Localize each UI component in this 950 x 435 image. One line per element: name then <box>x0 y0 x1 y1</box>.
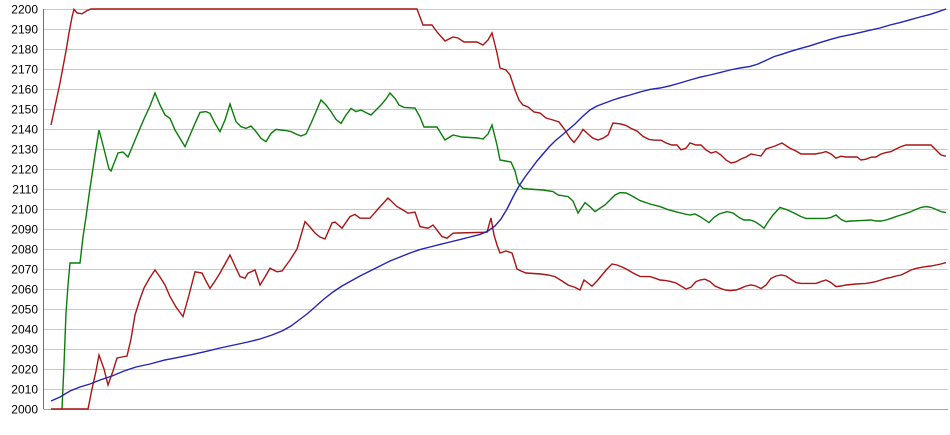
y-tick-label: 2090 <box>11 223 38 237</box>
y-tick-label: 2180 <box>11 43 38 57</box>
gridlines <box>43 9 948 410</box>
y-tick-label: 2060 <box>11 283 38 297</box>
y-tick-label: 2150 <box>11 103 38 117</box>
y-tick-label: 2010 <box>11 383 38 397</box>
y-tick-label: 2030 <box>11 343 38 357</box>
y-tick-label: 2070 <box>11 263 38 277</box>
y-tick-label: 2190 <box>11 23 38 37</box>
y-tick-label: 2040 <box>11 323 38 337</box>
series-upper-red-line <box>50 7 947 164</box>
series-lower-red-line <box>51 196 947 410</box>
series-blue-line <box>50 8 947 402</box>
series-green-line <box>61 91 947 410</box>
y-tick-label: 2140 <box>11 123 38 137</box>
y-tick-label: 2000 <box>11 403 38 417</box>
y-tick-label: 2110 <box>12 183 38 197</box>
y-tick-label: 2100 <box>11 203 38 217</box>
y-tick-label: 2120 <box>11 163 38 177</box>
y-tick-label: 2200 <box>11 3 38 17</box>
y-tick-label: 2160 <box>11 83 38 97</box>
y-tick-label: 2130 <box>11 143 38 157</box>
y-tick-label: 2170 <box>11 63 38 77</box>
y-tick-label: 2050 <box>11 303 38 317</box>
y-axis-labels: 2200 2190 2180 2170 2160 2150 2140 2130 2120 2110… <box>11 3 38 417</box>
y-tick-label: 2020 <box>11 363 38 377</box>
y-tick-label: 2080 <box>11 243 38 257</box>
